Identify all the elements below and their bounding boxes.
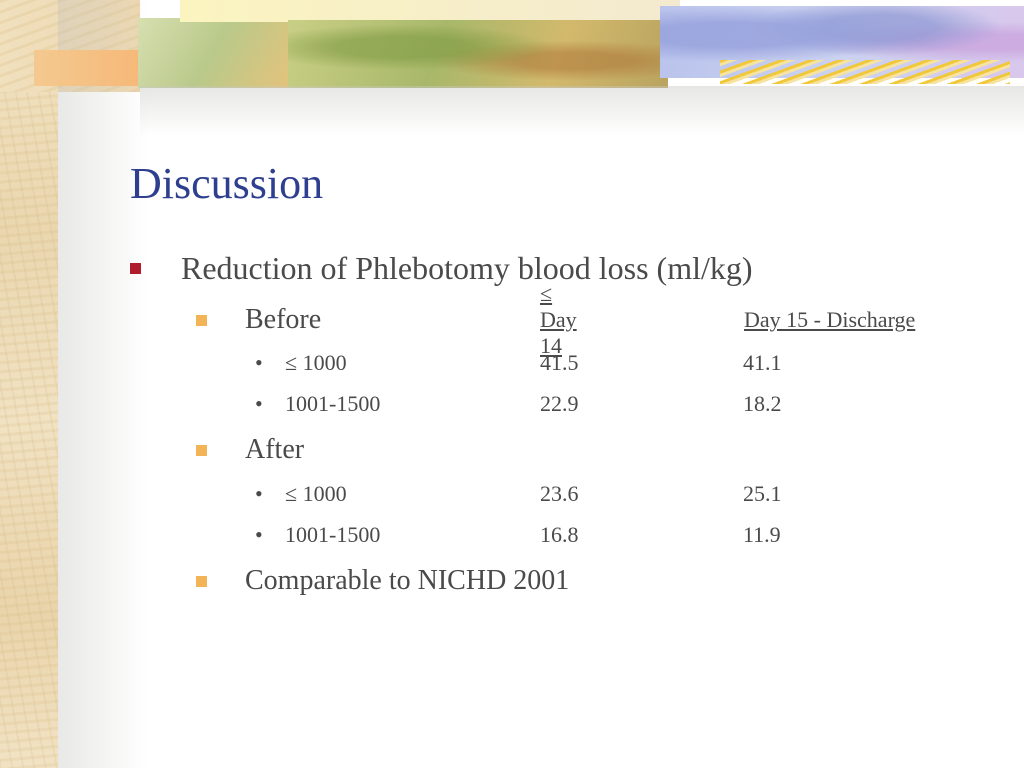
after-label: After [245, 434, 305, 465]
comparison-row: Comparable to NICHD 2001 [196, 563, 569, 599]
before-label: Before [245, 304, 322, 335]
value-day14: 41.5 [540, 350, 579, 375]
after-row-1: • ≤ 1000 23.6 25.1 [255, 479, 782, 509]
dot-bullet-icon: • [255, 391, 263, 416]
category-label: 1001-1500 [285, 391, 381, 416]
parchment-left-strip [0, 0, 58, 768]
category-label: ≤ 1000 [285, 481, 347, 506]
after-heading-row: After [196, 432, 540, 468]
gold-square-bullet-icon [196, 575, 207, 587]
value-day15: 25.1 [743, 481, 782, 506]
main-bullet-text: Reduction of Phlebotomy blood loss (ml/k… [181, 250, 753, 286]
banner-orange-block [34, 50, 144, 86]
decorative-banner [0, 0, 1024, 92]
value-day15: 11.9 [743, 522, 781, 547]
red-square-bullet-icon [130, 263, 141, 274]
dot-bullet-icon: • [255, 522, 263, 547]
comparison-text: Comparable to NICHD 2001 [245, 565, 570, 596]
value-day14: 16.8 [540, 522, 579, 547]
left-shadow [58, 0, 148, 768]
gold-square-bullet-icon [196, 314, 207, 326]
column-header-day15-discharge: Day 15 - Discharge [744, 307, 916, 332]
dot-bullet-icon: • [255, 350, 263, 375]
dot-bullet-icon: • [255, 481, 263, 506]
value-day14: 23.6 [540, 481, 579, 506]
value-day14: 22.9 [540, 391, 579, 416]
category-label: ≤ 1000 [285, 350, 347, 375]
column-header-day14: ≤ Day 14 [540, 281, 577, 358]
before-heading-row: Before ≤ Day 14 Day 15 - Discharge [196, 281, 915, 358]
banner-cream-strip [180, 0, 680, 22]
banner-shadow [140, 86, 1024, 136]
slide-title: Discussion [130, 159, 324, 208]
gold-square-bullet-icon [196, 444, 207, 456]
category-label: 1001-1500 [285, 522, 381, 547]
banner-leaf-block [138, 18, 288, 88]
value-day15: 18.2 [743, 391, 782, 416]
value-day15: 41.1 [743, 350, 782, 375]
after-row-2: • 1001-1500 16.8 11.9 [255, 520, 781, 550]
banner-foliage-block [288, 20, 668, 88]
banner-wheat-strip [720, 60, 1010, 84]
before-row-1: • ≤ 1000 41.5 41.1 [255, 348, 782, 378]
before-row-2: • 1001-1500 22.9 18.2 [255, 389, 782, 419]
main-bullet: Reduction of Phlebotomy blood loss (ml/k… [130, 250, 753, 287]
